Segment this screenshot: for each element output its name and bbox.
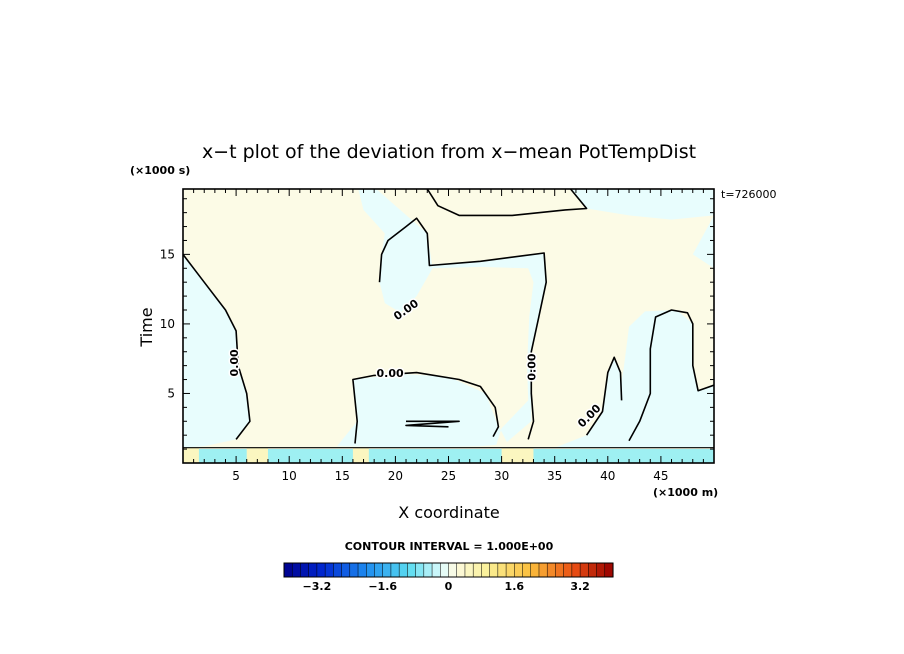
y-tick-label: 5 <box>167 386 175 400</box>
colorbar-cell <box>522 562 532 578</box>
band-spot-0 <box>183 447 199 463</box>
region-0 <box>183 254 250 448</box>
x-tick-label: 5 <box>232 469 240 483</box>
colorbar-cell <box>464 562 474 578</box>
colorbar-tick-label: 1.6 <box>505 580 525 593</box>
colorbar-cell <box>374 562 384 578</box>
colorbar-tick-labels: −3.2 −1.6 0 1.6 3.2 <box>303 580 590 593</box>
x-unit-label: (×1000 m) <box>653 486 718 499</box>
colorbar-tick-label: −3.2 <box>303 580 332 593</box>
colorbar-cell <box>390 562 400 578</box>
contour-label-2: 0.00 <box>377 367 404 380</box>
colorbar-cell <box>349 562 359 578</box>
region-1 <box>358 189 433 313</box>
contour-line-6 <box>405 420 460 428</box>
colorbar-cell <box>538 562 548 578</box>
contour-line-2 <box>352 371 500 444</box>
colorbar <box>283 562 614 578</box>
x-ticks: 5 10 15 20 25 30 35 40 45 <box>193 189 704 483</box>
contour-lines <box>183 189 714 449</box>
x-tick-label: 30 <box>494 469 509 483</box>
contour-line-0 <box>183 253 251 440</box>
x-axis-label: X coordinate <box>398 503 499 522</box>
colorbar-cell <box>415 562 425 578</box>
contour-line-5 <box>426 189 588 217</box>
region-5 <box>602 357 622 412</box>
colorbar-tick-label: 3.2 <box>570 580 590 593</box>
contour-label-0: 0.00 <box>228 349 241 376</box>
colorbar-cell <box>530 562 540 578</box>
colorbar-cell <box>497 562 507 578</box>
colorbar-cell <box>489 562 499 578</box>
y-ticks: 5 10 15 <box>160 198 714 450</box>
colorbar-cell <box>398 562 408 578</box>
colorbar-cell <box>300 562 310 578</box>
x-tick-label: 25 <box>441 469 456 483</box>
bottom-noise-spots <box>183 447 534 463</box>
colorbar-cell <box>291 562 302 578</box>
colorbar-cell <box>579 562 589 578</box>
colorbar-frame <box>283 562 614 578</box>
colorbar-tick-label: 0 <box>445 580 453 593</box>
x-tick-label: 35 <box>547 469 562 483</box>
colorbar-cell <box>456 562 466 578</box>
colorbar-tick-label: −1.6 <box>368 580 397 593</box>
y-axis-label: Time <box>137 307 156 347</box>
colorbar-cell <box>324 562 334 578</box>
colorbar-cell <box>366 562 376 578</box>
region-3 <box>570 189 714 220</box>
colorbar-cell <box>316 562 326 578</box>
colorbar-cell <box>505 562 515 578</box>
colorbar-cell <box>382 562 392 578</box>
colorbar-cell <box>514 562 524 578</box>
colorbar-cell <box>555 562 565 578</box>
contour-label-3: 0.00 <box>526 353 539 380</box>
colorbar-cell <box>481 562 491 578</box>
colorbar-cell <box>423 562 433 578</box>
region-4 <box>554 215 714 448</box>
colorbar-cell <box>341 562 351 578</box>
colorbar-cell <box>604 562 614 578</box>
band-spot-2 <box>501 447 534 463</box>
negative-regions <box>183 189 714 448</box>
chart-title: x−t plot of the deviation from x−mean Po… <box>202 141 696 163</box>
plot-area: 0.000.000.00 0.000.00 5 10 15 20 25 30 35 40 45 5… <box>160 188 715 483</box>
contour-interval-text: CONTOUR INTERVAL = 1.000E+00 <box>345 540 554 553</box>
y-tick-label: 15 <box>160 247 175 261</box>
colorbar-cell <box>588 562 598 578</box>
colorbar-cell <box>571 562 581 578</box>
colorbar-cell <box>431 562 441 578</box>
x-tick-label: 10 <box>282 469 297 483</box>
contour-line-1 <box>378 217 548 440</box>
colorbar-cell <box>440 562 450 578</box>
colorbar-cell <box>407 562 417 578</box>
region-2 <box>337 253 547 448</box>
colorbar-cell <box>308 562 318 578</box>
colorbar-cell <box>472 562 482 578</box>
band-spot-1 <box>246 447 268 463</box>
colorbar-cell <box>563 562 573 578</box>
colorbar-cell <box>357 562 367 578</box>
x-tick-label: 45 <box>653 469 668 483</box>
contour-line-4 <box>585 356 623 436</box>
colorbar-cell <box>448 562 458 578</box>
colorbar-cell <box>546 562 556 578</box>
y-unit-label: (×1000 s) <box>130 164 190 177</box>
time-stamp: t=726000 <box>721 188 777 201</box>
x-tick-label: 15 <box>335 469 350 483</box>
x-tick-label: 40 <box>600 469 615 483</box>
band-spot-3 <box>352 447 369 463</box>
x-tick-label: 20 <box>388 469 403 483</box>
contour-line-3 <box>628 309 714 442</box>
colorbar-cell <box>283 562 293 578</box>
colorbar-cell <box>333 562 343 578</box>
y-tick-label: 10 <box>160 317 175 331</box>
colorbar-cell <box>596 562 606 578</box>
